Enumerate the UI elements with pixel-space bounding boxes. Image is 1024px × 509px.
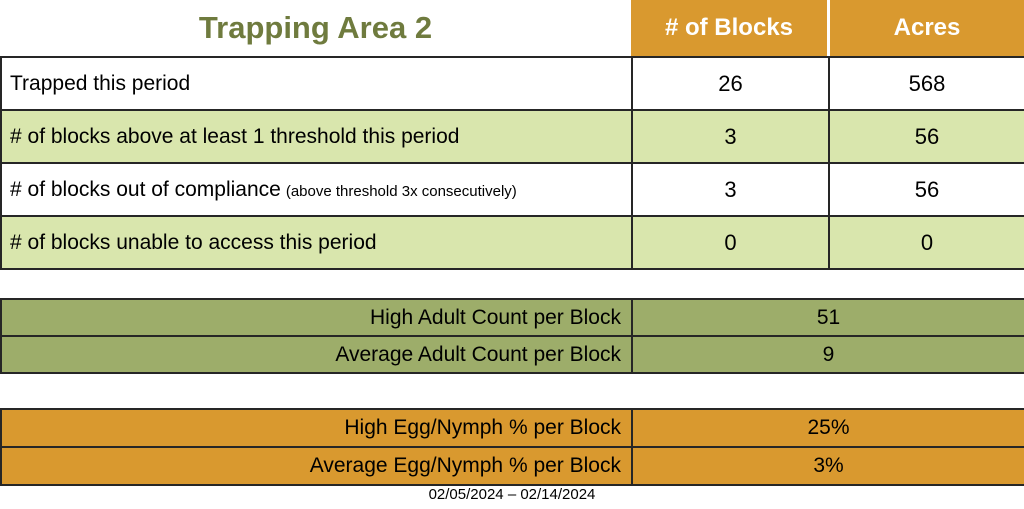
date-range: 02/05/2024 – 02/14/2024 [428,486,596,503]
blocks-value: 3 [631,162,830,217]
adult-count-table: High Adult Count per Block 51 Average Ad… [0,298,1024,374]
acres-value: 0 [828,215,1024,270]
table-row: # of blocks out of compliance (above thre… [0,162,1024,217]
blocks-value: 26 [631,56,830,111]
table-row: Average Adult Count per Block 9 [0,335,1024,374]
row-label-text: # of blocks out of compliance [10,177,281,201]
page-title: Trapping Area 2 [198,10,433,45]
row-value: 25% [631,408,1024,448]
row-label: Trapped this period [0,56,633,111]
acres-value: 568 [828,56,1024,111]
table-row: High Adult Count per Block 51 [0,298,1024,337]
row-value: 51 [631,298,1024,337]
row-label: High Adult Count per Block [0,298,633,337]
blocks-value: 3 [631,109,830,164]
row-value: 3% [631,446,1024,486]
row-label-note: (above threshold 3x consecutively) [285,182,517,200]
egg-nymph-table: High Egg/Nymph % per Block 25% Average E… [0,408,1024,486]
row-label: # of blocks out of compliance (above thre… [0,162,633,217]
table-row: High Egg/Nymph % per Block 25% [0,408,1024,448]
row-label: # of blocks unable to access this period [0,215,633,270]
table-row: Trapped this period 26 568 [0,56,1024,111]
acres-value: 56 [828,162,1024,217]
row-label: # of blocks above at least 1 threshold t… [0,109,633,164]
acres-value: 56 [828,109,1024,164]
row-label: Average Egg/Nymph % per Block [0,446,633,486]
blocks-value: 0 [631,215,830,270]
header-row: Trapping Area 2 # of Blocks Acres [0,0,1024,56]
column-header-blocks: # of Blocks [631,0,827,56]
table-row: # of blocks above at least 1 threshold t… [0,109,1024,164]
row-label: High Egg/Nymph % per Block [0,408,633,448]
summary-table: Trapped this period 26 568 # of blocks a… [0,56,1024,270]
table-row: # of blocks unable to access this period… [0,215,1024,270]
row-label: Average Adult Count per Block [0,335,633,374]
table-row: Average Egg/Nymph % per Block 3% [0,446,1024,486]
row-value: 9 [631,335,1024,374]
column-header-acres: Acres [830,0,1024,56]
